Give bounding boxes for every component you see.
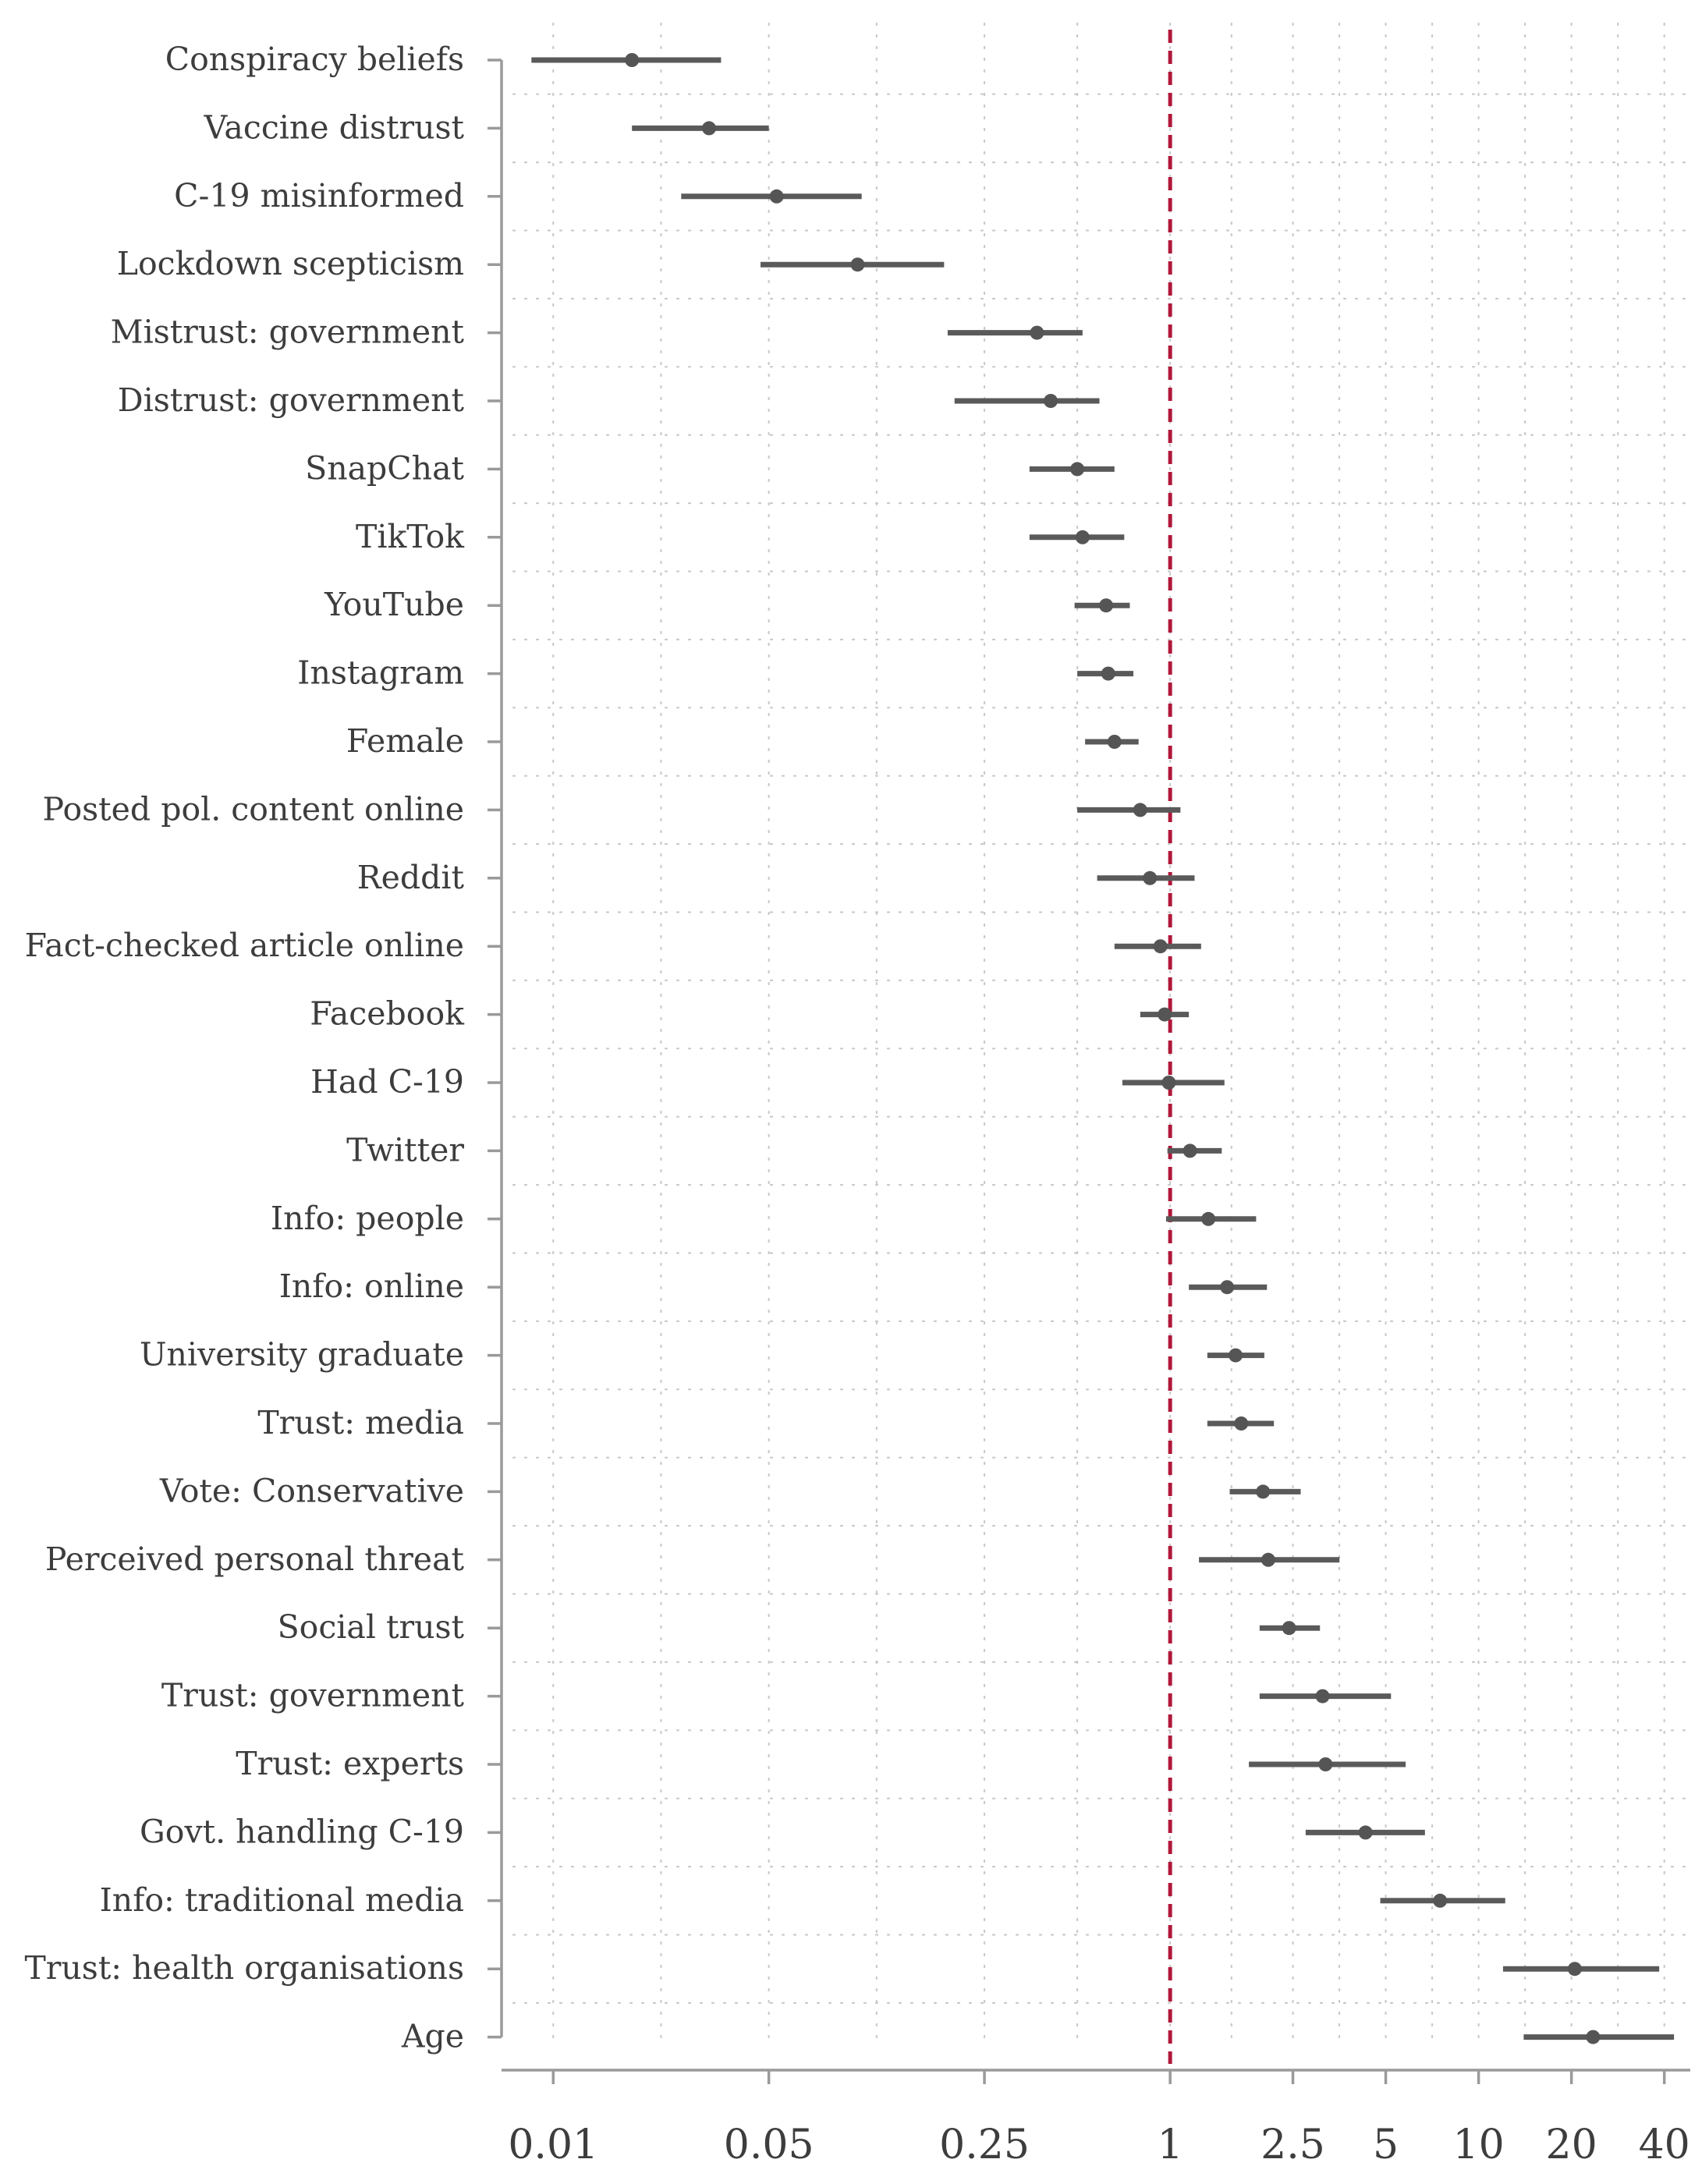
row-label: Perceived personal threat [45, 1540, 465, 1578]
row-label: Distrust: government [118, 381, 465, 419]
x-tick-labels: 0.01 0.05 0.25 1 2.5 5 10 20 40 [508, 2122, 1690, 2168]
x-tick-label: 10 [1453, 2122, 1505, 2168]
point-estimate [1101, 666, 1115, 681]
row-label: Govt. handling C-19 [140, 1813, 464, 1850]
x-tick-label: 0.05 [724, 2122, 814, 2168]
point-estimate [1099, 598, 1114, 613]
row-label: Female [346, 722, 464, 760]
point-estimate [1153, 939, 1168, 954]
point-estimate [1256, 1484, 1271, 1499]
row-label: Posted pol. content online [43, 790, 464, 828]
row-label: Info: people [271, 1200, 464, 1237]
point-estimate [1044, 394, 1058, 408]
row-label: Trust: health organisations [24, 1949, 464, 1987]
row-label: Trust: experts [236, 1745, 464, 1782]
point-estimate [1433, 1893, 1448, 1908]
row-label: Lockdown scepticism [117, 245, 464, 282]
row-label: Instagram [297, 654, 464, 692]
point-estimate [701, 121, 716, 136]
point-estimate [625, 53, 640, 67]
x-tick-label: 20 [1546, 2122, 1597, 2168]
point-estimate [1161, 1076, 1176, 1090]
row-label: Had C-19 [310, 1063, 464, 1101]
point-estimate [1586, 2030, 1601, 2044]
x-tick-label: 0.01 [508, 2122, 598, 2168]
point-estimate [1183, 1143, 1197, 1158]
row-label: SnapChat [305, 449, 464, 487]
point-estimate [1158, 1007, 1172, 1022]
row-label: Trust: media [257, 1404, 464, 1441]
point-estimate [1143, 870, 1158, 885]
row-label: University graduate [140, 1336, 464, 1374]
row-label: Mistrust: government [111, 314, 465, 351]
row-label: Fact-checked article online [25, 927, 464, 964]
point-estimate [1261, 1552, 1275, 1567]
estimates [531, 53, 1675, 2044]
row-label: Facebook [310, 995, 465, 1033]
gridlines [512, 22, 1690, 2048]
point-estimate [1201, 1211, 1216, 1226]
row-label: YouTube [324, 586, 464, 623]
axes [488, 58, 1690, 2084]
x-tick-label: 40 [1639, 2122, 1690, 2168]
row-label: Twitter [346, 1131, 464, 1168]
x-tick-label: 5 [1373, 2122, 1399, 2168]
row-label: TikTok [356, 518, 465, 555]
point-estimate [1075, 530, 1090, 544]
x-tick-label: 1 [1158, 2122, 1183, 2168]
row-label: Age [401, 2018, 464, 2055]
point-estimate [1567, 1962, 1582, 1977]
row-label: Trust: government [161, 1677, 465, 1714]
row-label: Vaccine distrust [204, 108, 465, 146]
row-label: Info: online [279, 1268, 464, 1305]
row-label: Social trust [278, 1608, 465, 1646]
point-estimate [1358, 1825, 1373, 1840]
row-label: Conspiracy beliefs [165, 41, 464, 78]
point-estimate [1133, 803, 1147, 817]
row-label: C-19 misinformed [174, 177, 464, 214]
row-label: Reddit [357, 859, 465, 896]
x-tick-label: 0.25 [939, 2122, 1030, 2168]
point-estimate [1070, 462, 1085, 477]
row-labels: Conspiracy beliefs Vaccine distrust C-19 m… [24, 41, 465, 2055]
row-label: Info: traditional media [100, 1881, 464, 1919]
point-estimate [1315, 1689, 1330, 1704]
point-estimate [1220, 1280, 1235, 1295]
point-estimate [1282, 1621, 1296, 1636]
point-estimate [1229, 1348, 1243, 1363]
point-estimate [769, 189, 784, 204]
point-estimate [1030, 325, 1044, 340]
point-estimate [1234, 1416, 1249, 1431]
row-label: Vote: Conservative [159, 1472, 464, 1509]
x-tick-label: 2.5 [1261, 2122, 1325, 2168]
point-estimate [850, 257, 865, 272]
point-estimate [1107, 735, 1122, 749]
point-estimate [1318, 1757, 1333, 1771]
